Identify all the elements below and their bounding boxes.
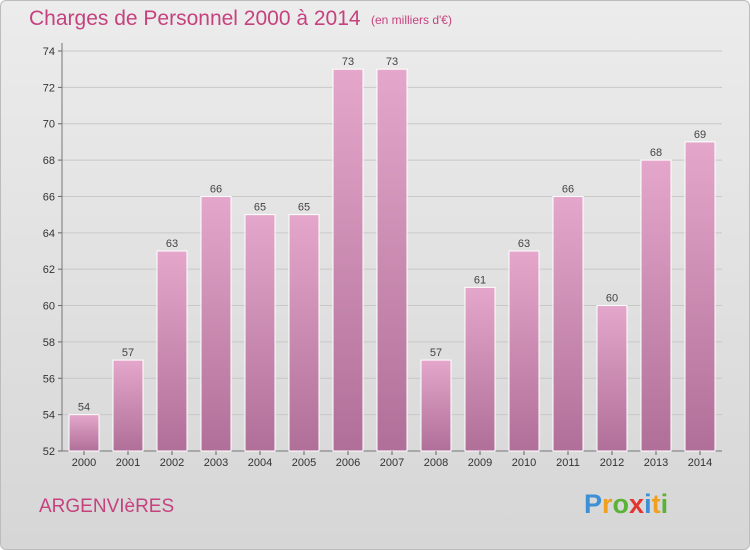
y-tick-label: 70 [43,119,55,131]
bar [156,250,188,452]
bar-value-label: 73 [342,56,354,68]
x-tick-label: 2003 [204,457,228,469]
y-tick-label: 56 [43,373,55,385]
bar-value-label: 66 [562,183,574,195]
y-tick-label: 64 [43,228,55,240]
y-tick-label: 60 [43,301,55,313]
y-tick-label: 72 [43,82,55,94]
x-tick-label: 2002 [160,457,184,469]
x-tick-label: 2009 [468,457,492,469]
x-tick-label: 2010 [512,457,536,469]
place-name: ARGENVIèRES [39,496,175,517]
bar [464,286,496,452]
x-tick-label: 2006 [336,457,360,469]
bar-value-label: 60 [606,293,618,305]
bar-value-label: 73 [386,56,398,68]
y-tick-label: 54 [43,410,55,422]
bar [596,305,628,452]
x-tick-label: 2007 [380,457,404,469]
bar-value-label: 69 [694,129,706,141]
bar [200,195,232,452]
y-tick-label: 52 [43,446,55,458]
logo-letter: i [660,489,669,519]
y-tick-label: 68 [43,155,55,167]
proxiti-logo[interactable]: Proxiti [584,489,668,520]
bar [684,141,716,452]
bar [68,414,100,452]
logo-letter: t [651,489,661,519]
x-tick-label: 2012 [600,457,624,469]
bar-value-label: 66 [210,183,222,195]
chart-subtitle: (en milliers d'€) [371,13,452,27]
chart-title: Charges de Personnel 2000 à 2014 [29,7,361,30]
bar-value-label: 63 [166,238,178,250]
x-tick-label: 2011 [556,457,580,469]
y-tick-label: 66 [43,191,55,203]
bar [244,214,276,452]
bar-value-label: 57 [430,347,442,359]
bar-value-label: 65 [298,202,310,214]
y-tick-label: 62 [43,264,55,276]
bar [552,195,584,452]
x-tick-label: 2013 [644,457,668,469]
logo-letter: r [602,489,613,519]
logo-letter: o [612,489,630,519]
bar [288,214,320,452]
x-tick-label: 2008 [424,457,448,469]
logo-letter: P [584,489,603,519]
x-tick-label: 2004 [248,457,272,469]
bar [376,68,408,452]
bar [332,68,364,452]
bar [112,359,144,452]
bar-value-label: 54 [78,402,90,414]
x-tick-label: 2005 [292,457,316,469]
x-tick-label: 2000 [72,457,96,469]
x-tick-label: 2001 [116,457,140,469]
bar-value-label: 68 [650,147,662,159]
logo-letter: i [644,489,652,519]
y-tick-label: 58 [43,337,55,349]
bar [508,250,540,452]
bar-value-label: 63 [518,238,530,250]
bar-value-label: 65 [254,202,266,214]
x-tick-label: 2014 [688,457,712,469]
bar [640,159,672,452]
logo-letter: x [629,489,645,519]
y-tick-label: 74 [43,46,55,58]
bar-value-label: 61 [474,274,486,286]
bar-value-label: 57 [122,347,134,359]
bar [420,359,452,452]
